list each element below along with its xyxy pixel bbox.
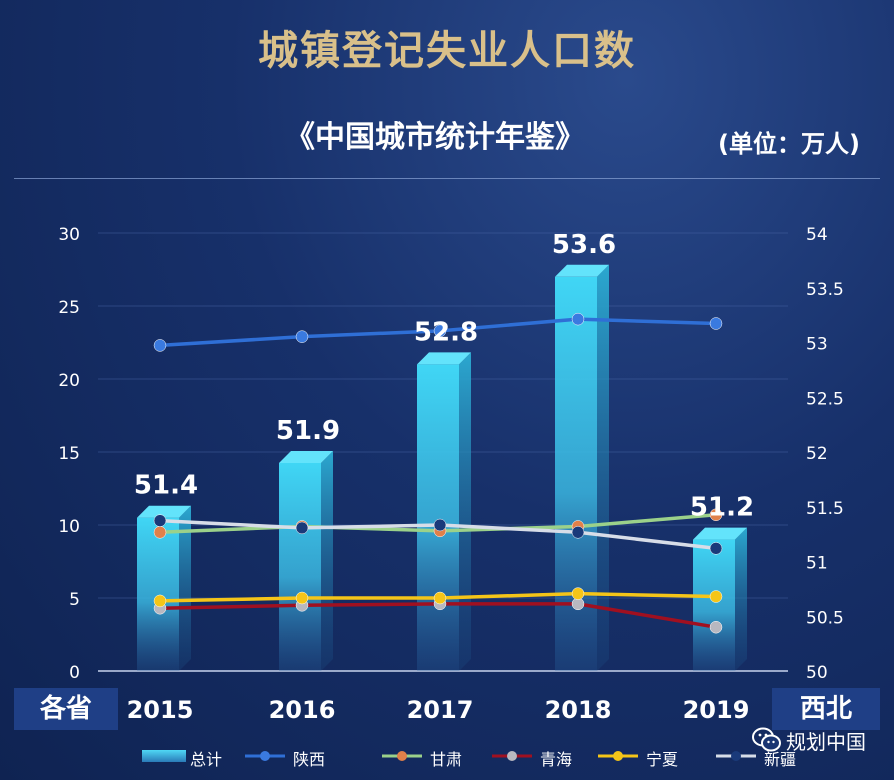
- series-point-甘肃: [709, 508, 723, 522]
- legend-label: 陕西: [293, 750, 326, 769]
- header-divider: [14, 178, 880, 179]
- x-axis-category-label: 2016: [269, 696, 336, 724]
- right-axis-tick-label: 50: [806, 663, 828, 683]
- series-point-宁夏: [571, 587, 585, 600]
- left-axis-tick-label: 0: [69, 663, 80, 683]
- series-point-陕西: [153, 339, 167, 352]
- bar-top: [279, 450, 333, 463]
- right-axis-tick-label: 53.5: [806, 280, 844, 300]
- bar-data-label: 51.2: [690, 493, 754, 523]
- chart-subtitle: 《中国城市统计年鉴》: [285, 120, 585, 155]
- legend-swatch: [598, 751, 638, 761]
- right-label-northwest: 西北: [772, 688, 880, 730]
- bar-side: [321, 450, 333, 671]
- left-axis-tick-label: 20: [58, 371, 80, 391]
- legend-label: 总计: [190, 750, 223, 769]
- bar-side: [735, 527, 747, 671]
- left-axis-tick-label: 30: [58, 225, 80, 245]
- left-axis-tick-label: 15: [58, 444, 80, 464]
- series-point-宁夏: [295, 591, 309, 605]
- x-axis-category-label: 2019: [683, 696, 750, 724]
- right-axis-tick-label: 50.5: [806, 608, 844, 628]
- series-point-青海: [709, 620, 723, 634]
- bar-top: [137, 505, 191, 518]
- bar-side: [179, 505, 191, 671]
- left-axis-tick-label: 25: [58, 298, 80, 318]
- legend-swatch: [245, 751, 285, 761]
- series-point-新疆: [295, 521, 309, 535]
- legend-swatch: [142, 750, 186, 762]
- bar-front: [279, 462, 321, 671]
- legend-label: 甘肃: [430, 750, 463, 769]
- chart-title: 城镇登记失业人口数: [258, 28, 636, 74]
- x-axis-category-label: 2017: [407, 696, 474, 724]
- wechat-icon: [752, 727, 781, 752]
- right-axis-tick-label: 53: [806, 335, 828, 355]
- series-point-陕西: [295, 330, 309, 343]
- bar-side: [597, 264, 609, 671]
- legend-label: 新疆: [764, 750, 797, 769]
- bar-top: [693, 527, 747, 540]
- series-point-新疆: [709, 542, 723, 555]
- unit-label: (单位：万人): [718, 130, 860, 158]
- bars-layer: [137, 264, 747, 671]
- right-axis-tick-label: 54: [806, 225, 828, 245]
- bar-data-label: 51.4: [134, 471, 198, 501]
- left-axis-tick-label: 10: [58, 517, 80, 537]
- series-point-陕西: [433, 324, 447, 338]
- series-point-甘肃: [153, 526, 167, 539]
- bar-data-label: 52.8: [414, 317, 478, 347]
- bar-top: [417, 352, 471, 365]
- bar-front: [555, 276, 597, 671]
- lines-layer: [153, 312, 723, 634]
- legend-label: 宁夏: [646, 750, 679, 769]
- legend-swatch: [492, 751, 532, 761]
- series-point-陕西: [571, 312, 585, 326]
- series-point-宁夏: [709, 590, 723, 603]
- left-axis-tick-label: 5: [69, 590, 80, 610]
- series-point-陕西: [709, 317, 723, 330]
- left-label-provinces: 各省: [14, 688, 118, 730]
- right-axis-tick-label: 51: [806, 554, 828, 574]
- x-axis-category-label: 2015: [127, 696, 194, 724]
- bar-side: [459, 352, 471, 671]
- series-point-宁夏: [153, 594, 167, 608]
- x-axis-category-label: 2018: [545, 696, 612, 724]
- legend-swatch: [716, 751, 756, 761]
- bar-front: [693, 539, 735, 671]
- series-point-新疆: [433, 518, 447, 532]
- right-axis-tick-label: 52: [806, 444, 828, 464]
- bar-front: [417, 364, 459, 671]
- series-point-新疆: [571, 526, 585, 539]
- legend-swatch: [382, 751, 422, 761]
- labels-layer: 0 5 10 15 20 25 30 50 50.5 51 51.5 52 52.5 53 53.5 54 20…: [58, 225, 844, 724]
- right-axis-tick-label: 51.5: [806, 499, 844, 519]
- bar-top: [555, 264, 609, 277]
- watermark-text: 规划中国: [786, 730, 866, 754]
- right-axis-tick-label: 52.5: [806, 389, 844, 409]
- watermark: 规划中国: [752, 724, 882, 756]
- series-point-新疆: [153, 514, 167, 527]
- legend-label: 青海: [540, 750, 573, 769]
- series-point-宁夏: [433, 591, 447, 605]
- bar-data-label: 51.9: [276, 416, 340, 446]
- bar-front: [137, 517, 179, 671]
- bar-data-label: 53.6: [552, 230, 616, 260]
